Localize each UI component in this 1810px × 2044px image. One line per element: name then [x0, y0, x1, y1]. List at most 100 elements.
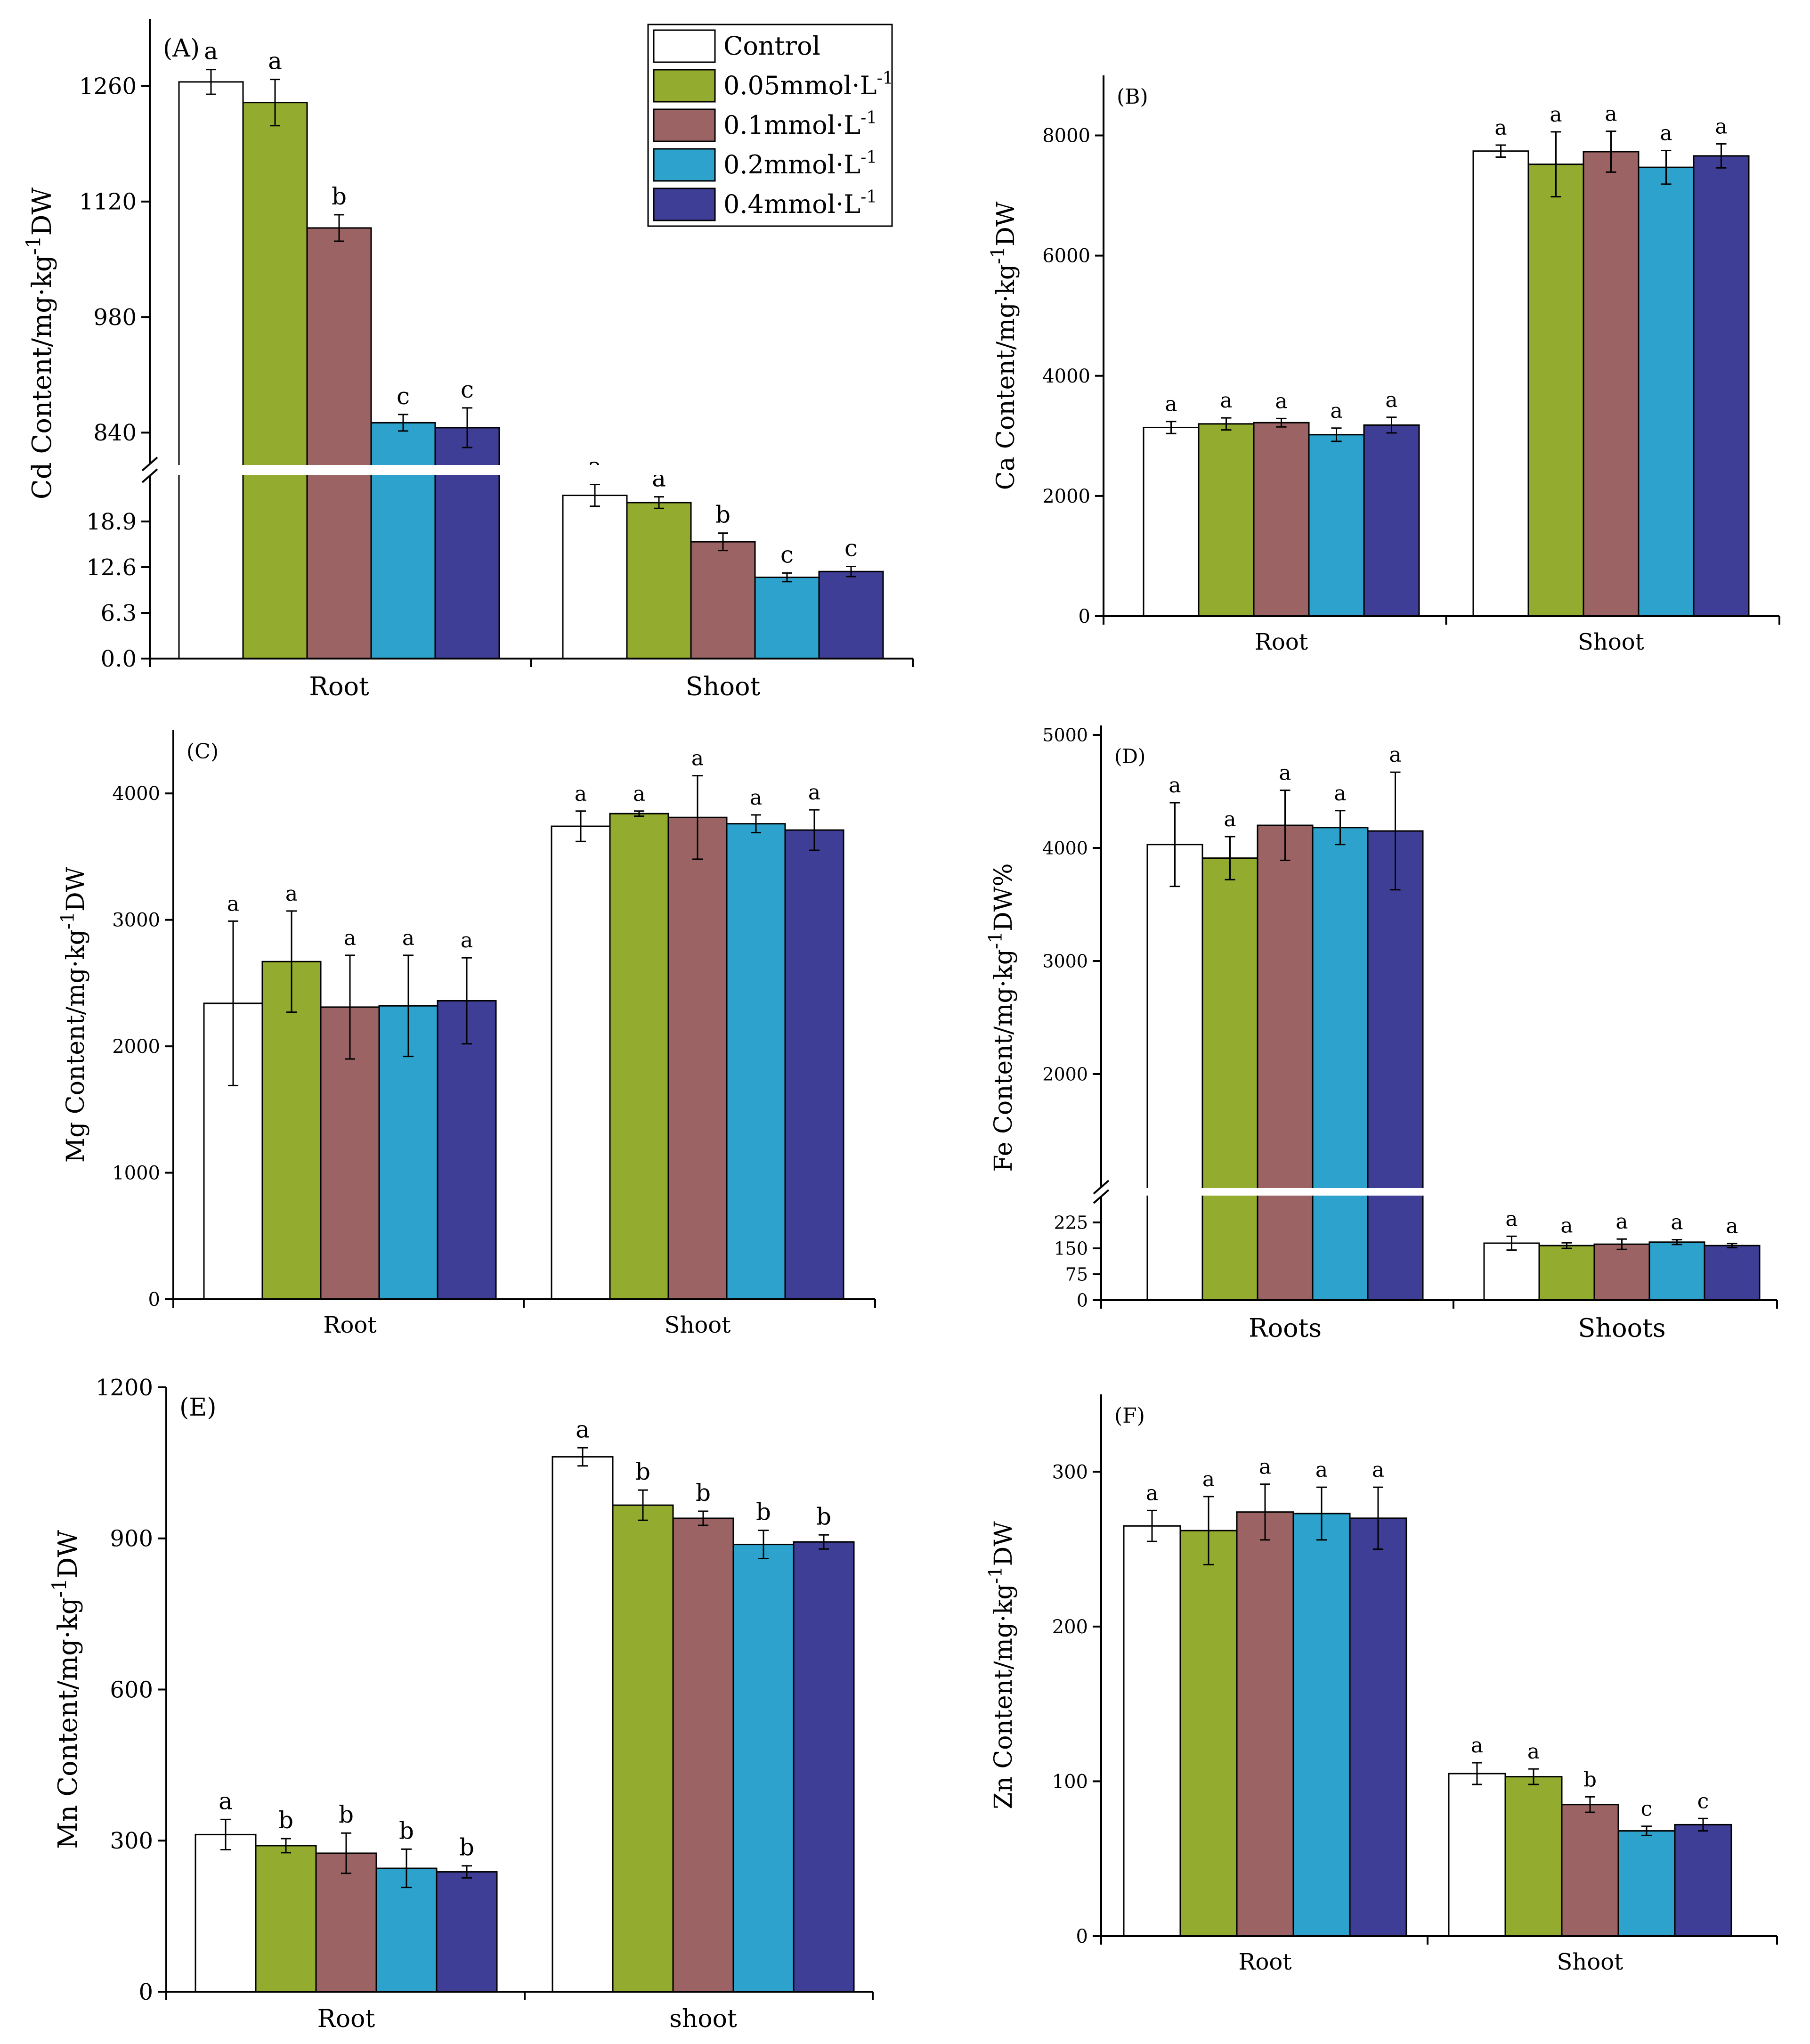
- error-bar: [334, 214, 344, 242]
- significance-letter: a: [1165, 392, 1177, 416]
- bar: [1292, 1513, 1351, 1937]
- panel-f: a a a a a b a c a c 0 100 200 300 Root Shoot (F) Zn Conte…: [985, 1394, 1778, 1975]
- significance-letter: a: [1726, 1214, 1738, 1238]
- error-bar: [758, 1530, 769, 1560]
- significance-letter: a: [1315, 1458, 1328, 1482]
- axes: [1093, 725, 1777, 1301]
- legend-label: 0.2mmol·L-1: [723, 148, 877, 179]
- bar: [255, 1845, 317, 1993]
- significance-letter: a: [1146, 1481, 1158, 1505]
- bar: [1648, 1241, 1705, 1301]
- bar: [1312, 827, 1369, 1301]
- legend-label: 0.05mmol·L-1: [723, 69, 893, 100]
- x-category-label: Root: [1238, 1949, 1291, 1975]
- bar: [1123, 1525, 1181, 1937]
- significance-letter: a: [1259, 1455, 1271, 1479]
- error-bar: [1169, 802, 1180, 888]
- bar: [1638, 166, 1695, 617]
- significance-letter: a: [1494, 116, 1507, 140]
- panel-label: (C): [187, 740, 219, 764]
- significance-letter: a: [575, 782, 587, 806]
- y-tick-label: 1000: [112, 1163, 160, 1184]
- significance-letter: a: [633, 782, 645, 806]
- x-category-label: Shoot: [686, 671, 761, 701]
- significance-letter: a: [461, 928, 473, 953]
- panel-c: a a a a a a a a a a 0 1000 2000 3000 4000 Root Shoot (C) M…: [57, 730, 876, 1338]
- error-bar: [1585, 1796, 1595, 1813]
- axis-break-mark: [1093, 1189, 1110, 1204]
- x-category-label: Root: [1255, 629, 1308, 655]
- significance-letter: c: [1697, 1789, 1709, 1813]
- significance-letter: a: [204, 38, 218, 65]
- error-bar: [634, 810, 644, 817]
- significance-letter: b: [278, 1807, 293, 1834]
- y-tick-label: 0: [1079, 606, 1090, 627]
- error-bar: [270, 79, 280, 127]
- y-tick-label: 4000: [1042, 366, 1090, 387]
- bar: [626, 502, 692, 660]
- significance-letter: a: [576, 1416, 590, 1443]
- bar: [793, 1541, 855, 1993]
- error-bar: [1276, 417, 1287, 428]
- y-tick-label: 2000: [1042, 1064, 1088, 1084]
- error-bar: [281, 1838, 291, 1854]
- legend-label: Control: [723, 31, 820, 61]
- error-bar: [1672, 1239, 1682, 1246]
- bar: [436, 1871, 498, 1993]
- error-bar: [1528, 1768, 1539, 1785]
- significance-letter: a: [1615, 1210, 1628, 1234]
- y-tick-label: 600: [110, 1677, 153, 1703]
- error-bar: [1472, 1762, 1482, 1785]
- legend-swatch: [653, 187, 716, 221]
- legend-swatch: [653, 29, 716, 63]
- error-bar: [1203, 1496, 1214, 1565]
- significance-letter: c: [397, 383, 410, 410]
- bar: [1704, 1245, 1761, 1301]
- bar: [1236, 1511, 1294, 1937]
- bar: [1504, 1776, 1563, 1937]
- bar: [551, 825, 611, 1300]
- y-tick-label: 300: [1052, 1461, 1088, 1483]
- significance-letter: b: [756, 1498, 771, 1526]
- error-bar: [228, 920, 238, 1086]
- bar: [1257, 824, 1314, 1301]
- y-axis-title: Mn Content/mg·kg-1DW: [48, 1530, 83, 1849]
- bar: [732, 1544, 795, 1993]
- bar: [1483, 1242, 1540, 1301]
- y-tick-label: 12.6: [86, 554, 137, 581]
- bar: [315, 1852, 377, 1993]
- error-bar: [1331, 427, 1342, 442]
- bar: [1617, 1830, 1676, 1937]
- significance-letter: a: [1605, 102, 1617, 126]
- legend-item: 0.2mmol·L-1: [653, 148, 877, 182]
- x-category-label: shoot: [669, 2005, 737, 2033]
- error-bar: [1506, 1235, 1517, 1251]
- axis-break-mark: [141, 456, 158, 472]
- error-bar: [1335, 810, 1346, 846]
- bar: [1198, 423, 1255, 617]
- significance-letter: a: [1660, 121, 1672, 145]
- error-bar: [345, 954, 355, 1060]
- y-tick-label: 5000: [1042, 725, 1088, 745]
- bar: [1146, 844, 1203, 1301]
- error-bar: [577, 1447, 588, 1467]
- panel-label: (D): [1114, 745, 1145, 768]
- error-bar: [782, 572, 792, 583]
- error-bar: [1260, 1483, 1270, 1541]
- bar: [434, 427, 500, 660]
- significance-letter: b: [635, 1458, 650, 1485]
- significance-letter: a: [1224, 807, 1236, 831]
- error-bar: [638, 1489, 648, 1521]
- panel-d: a a a a a a a a a a 0 75 150 225 2000 3000 4000 5000 Roots…: [985, 725, 1778, 1343]
- y-tick-label: 6.3: [101, 600, 137, 627]
- error-bar: [286, 910, 297, 1013]
- bar: [261, 961, 322, 1300]
- significance-letter: b: [459, 1834, 474, 1861]
- y-tick-label: 75: [1065, 1264, 1088, 1285]
- bar: [1538, 1245, 1595, 1301]
- error-bar: [692, 775, 703, 860]
- bar: [1583, 151, 1640, 617]
- y-tick-label: 900: [110, 1526, 153, 1552]
- y-tick-label: 150: [1054, 1238, 1088, 1259]
